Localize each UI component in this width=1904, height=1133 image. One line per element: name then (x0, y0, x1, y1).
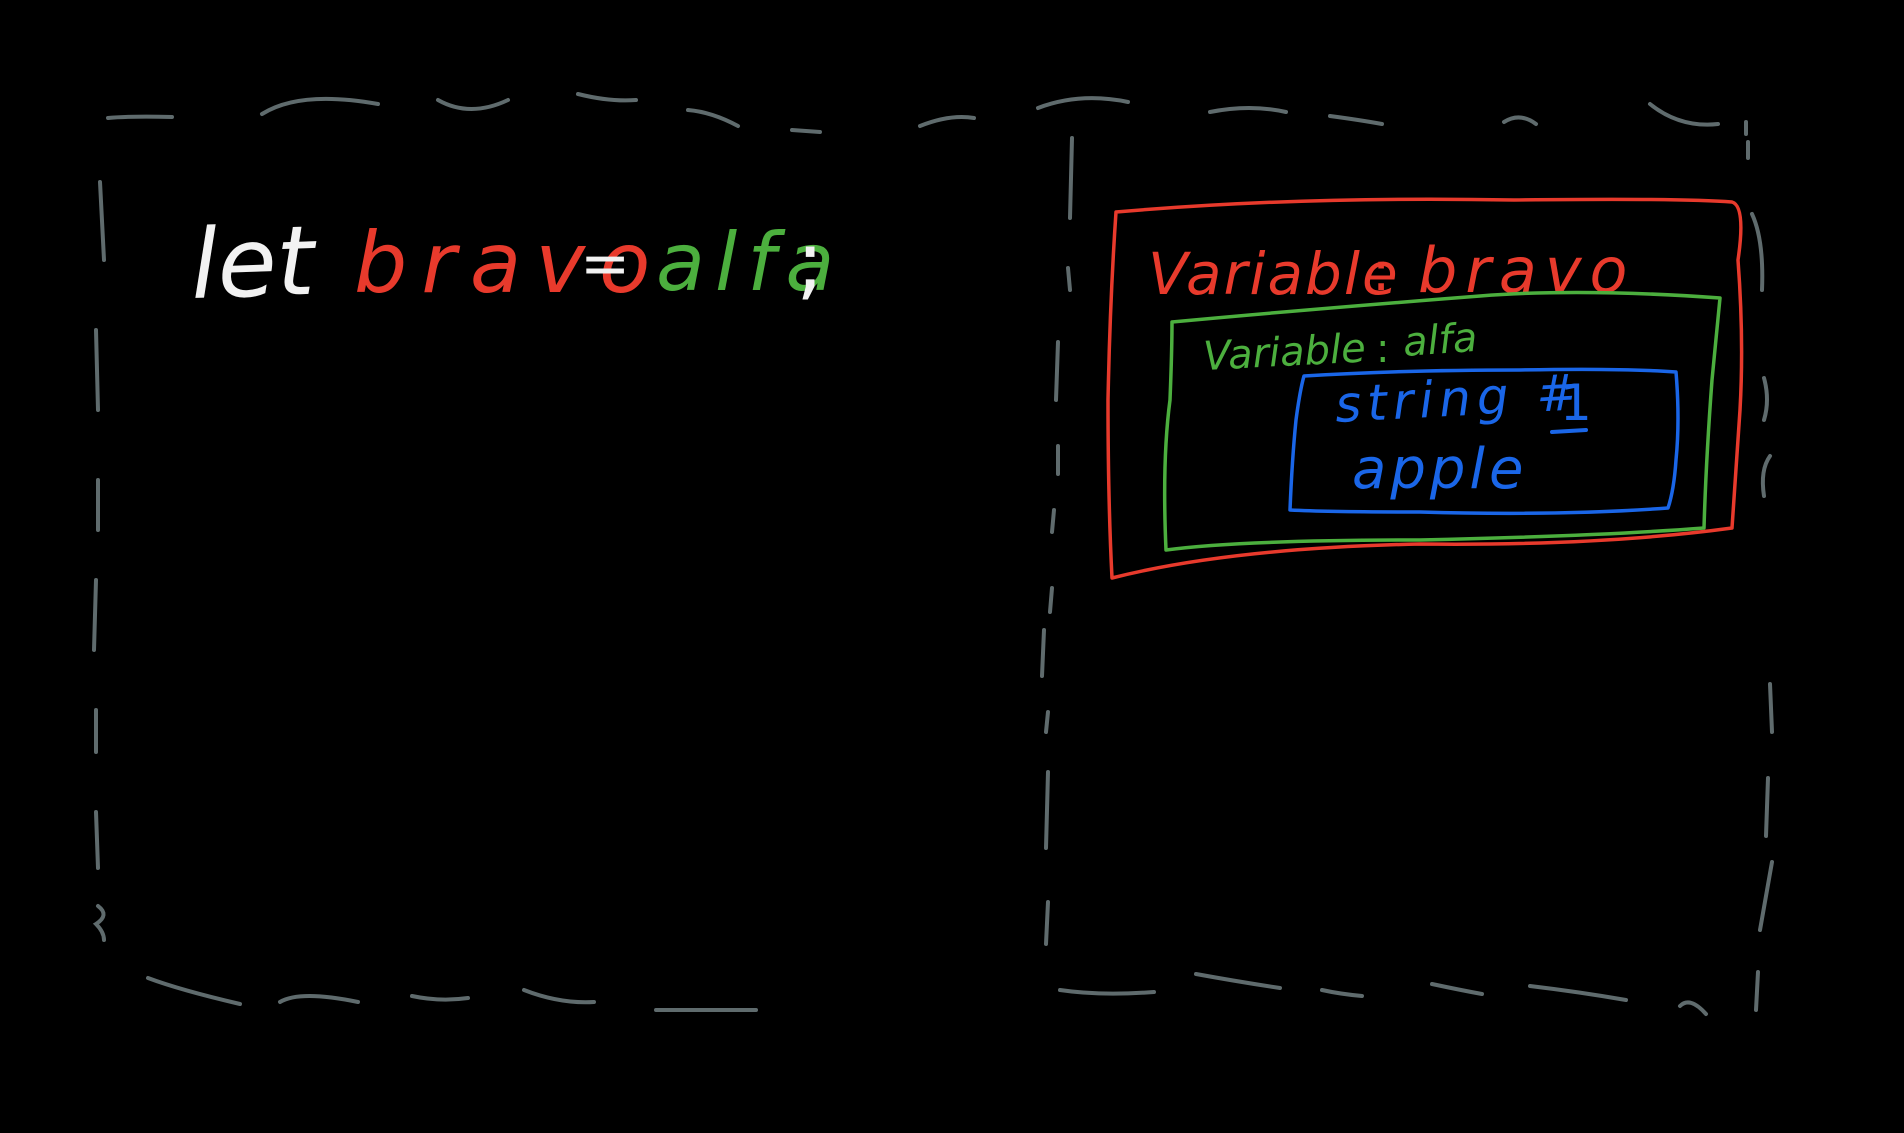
variable-bravo-label-separator: : (1372, 240, 1390, 303)
code-line: let bravo = alfa ; (189, 205, 844, 321)
string-value-box: string # 1 apple (1288, 363, 1680, 516)
code-variable-bravo: bravo (354, 214, 664, 312)
code-panel-frame (92, 92, 1074, 1012)
variable-bravo-label-name: bravo (1418, 234, 1635, 307)
string-type-label: string # (1334, 363, 1586, 434)
variable-alfa-label-prefix: Variable (1202, 326, 1367, 380)
string-id-underline (1550, 428, 1588, 434)
code-semicolon: ; (796, 212, 824, 310)
memory-panel-frame (918, 96, 1774, 1016)
variable-alfa-label-separator: : (1376, 326, 1389, 372)
variable-bravo-label-prefix: Variable (1148, 240, 1400, 308)
variable-alfa-box: Variable : alfa (1162, 290, 1722, 552)
code-keyword-let: let (189, 205, 320, 321)
string-value: apple (1352, 437, 1527, 502)
variable-alfa-label-name: alfa (1401, 315, 1478, 366)
code-reference-alfa: alfa (656, 216, 844, 309)
code-assign-operator: = (580, 229, 630, 299)
string-id: 1 (1560, 374, 1592, 432)
variable-bravo-box: Variable : bravo (1106, 197, 1744, 580)
